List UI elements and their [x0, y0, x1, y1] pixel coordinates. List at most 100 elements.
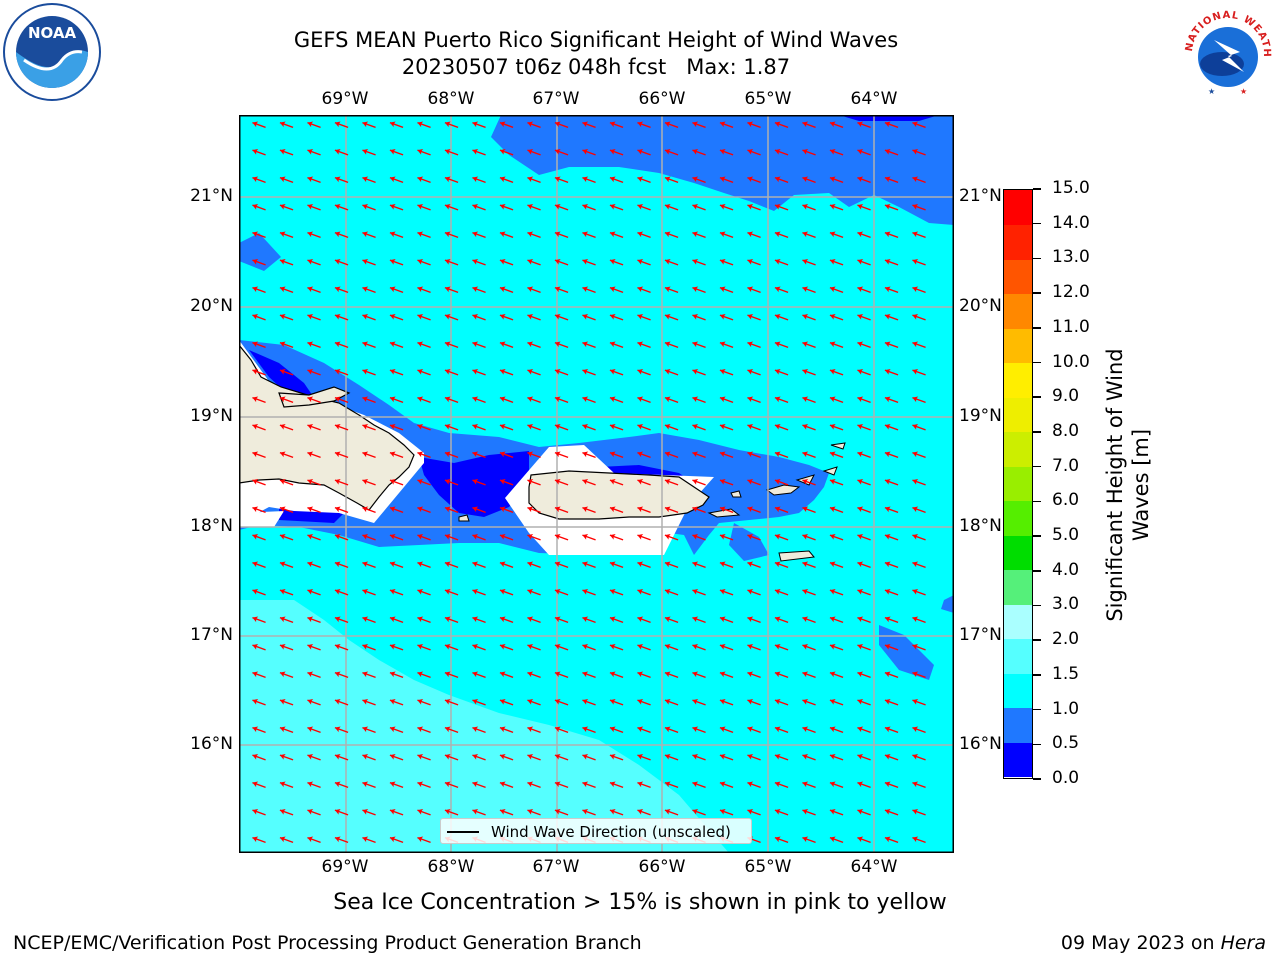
- colorbar-segment: [1004, 190, 1032, 226]
- wave-direction-arrow: [554, 396, 569, 404]
- wave-direction-arrow: [279, 148, 294, 156]
- land-islet: [830, 442, 846, 450]
- wave-direction-arrow: [692, 781, 706, 789]
- wave-direction-arrow: [912, 258, 926, 266]
- wave-direction-arrow: [719, 808, 734, 816]
- wave-direction-arrow: [444, 451, 459, 459]
- wave-direction-arrow: [609, 341, 624, 349]
- wave-direction-arrow: [664, 451, 679, 459]
- wave-direction-arrow: [692, 341, 706, 349]
- wave-direction-arrow: [362, 808, 376, 816]
- wave-direction-arrow: [389, 698, 404, 706]
- wave-direction-arrow: [884, 258, 899, 266]
- wave-direction-arrow: [499, 368, 514, 376]
- right-lat-label: 19°N: [959, 406, 1002, 426]
- wave-direction-arrow: [884, 698, 899, 706]
- wave-direction-arrow: [252, 423, 266, 431]
- wave-direction-arrow: [774, 231, 789, 239]
- wave-direction-arrow: [417, 451, 431, 459]
- wave-direction-arrow: [527, 478, 541, 486]
- wave-direction-arrow: [499, 726, 514, 734]
- wave-direction-arrow: [499, 478, 514, 486]
- wave-direction-arrow: [884, 121, 899, 129]
- wave-direction-arrow: [747, 258, 761, 266]
- wave-direction-arrow: [279, 643, 294, 651]
- wave-direction-arrow: [664, 258, 679, 266]
- wave-direction-arrow: [417, 781, 431, 789]
- wave-direction-arrow: [362, 726, 376, 734]
- wave-direction-arrow: [912, 808, 926, 816]
- wave-direction-arrow: [719, 588, 734, 596]
- wave-direction-arrow: [417, 836, 431, 844]
- wave-direction-arrow: [637, 341, 651, 349]
- colorbar-tick: [1033, 188, 1041, 190]
- wave-direction-arrow: [829, 286, 844, 294]
- wave-direction-arrow: [747, 781, 761, 789]
- footer-branch: NCEP/EMC/Verification Post Processing Pr…: [13, 932, 642, 954]
- wave-direction-arrow: [747, 286, 761, 294]
- wave-direction-arrow: [307, 341, 321, 349]
- wave-direction-arrow: [252, 341, 266, 349]
- wave-direction-arrow: [389, 396, 404, 404]
- wave-direction-arrow: [747, 726, 761, 734]
- wave-direction-arrow: [472, 176, 486, 184]
- noaa-logo-text: NOAA: [28, 24, 77, 42]
- wave-direction-arrow: [747, 341, 761, 349]
- wave-direction-arrow: [472, 726, 486, 734]
- wave-direction-arrow: [912, 781, 926, 789]
- wave-direction-arrow: [307, 836, 321, 844]
- wave-direction-arrow: [252, 203, 266, 211]
- wave-direction-arrow: [334, 616, 349, 624]
- wave-direction-arrow: [389, 176, 404, 184]
- wave-direction-arrow: [252, 698, 266, 706]
- colorbar-segment: [1004, 707, 1032, 743]
- wave-direction-arrow: [472, 478, 486, 486]
- left-lat-label: 21°N: [190, 186, 233, 206]
- wave-direction-arrow: [857, 781, 871, 789]
- wave-direction-arrow: [692, 671, 706, 679]
- wave-direction-arrow: [719, 753, 734, 761]
- wave-direction-arrow: [637, 396, 651, 404]
- wave-direction-arrow: [774, 451, 789, 459]
- wave-direction-arrow: [554, 616, 569, 624]
- wave-direction-arrow: [472, 203, 486, 211]
- wave-direction-arrow: [279, 808, 294, 816]
- wave-direction-arrow: [334, 753, 349, 761]
- wave-direction-arrow: [279, 451, 294, 459]
- wave-direction-arrow: [417, 753, 431, 761]
- legend-label: Wind Wave Direction (unscaled): [491, 823, 731, 841]
- wave-direction-arrow: [774, 836, 789, 844]
- wave-direction-arrow: [719, 203, 734, 211]
- wave-direction-arrow: [582, 231, 596, 239]
- wave-direction-arrow: [912, 698, 926, 706]
- colorbar-tick: [1033, 570, 1041, 572]
- wave-direction-arrow: [554, 286, 569, 294]
- wave-direction-arrow: [637, 616, 651, 624]
- wave-direction-arrow: [582, 588, 596, 596]
- wave-direction-arrow: [609, 781, 624, 789]
- wave-direction-arrow: [637, 203, 651, 211]
- wave-direction-arrow: [499, 148, 514, 156]
- wave-direction-arrow: [857, 671, 871, 679]
- wave-direction-arrow: [279, 423, 294, 431]
- wave-direction-arrow: [884, 643, 899, 651]
- wave-direction-arrow: [334, 121, 349, 129]
- wave-direction-arrow: [884, 506, 899, 514]
- wave-direction-arrow: [857, 396, 871, 404]
- bottom-lon-label: 68°W: [427, 857, 475, 877]
- wave-direction-arrow: [444, 368, 459, 376]
- wave-direction-arrow: [334, 176, 349, 184]
- wave-direction-arrow: [279, 258, 294, 266]
- wave-direction-arrow: [857, 616, 871, 624]
- wave-direction-arrow: [444, 231, 459, 239]
- wave-direction-arrow: [279, 616, 294, 624]
- chart-title: GEFS MEAN Puerto Rico Significant Height…: [293, 28, 899, 52]
- colorbar-segment: [1004, 466, 1032, 502]
- wave-direction-arrow: [719, 286, 734, 294]
- wave-direction-arrow: [829, 396, 844, 404]
- wave-direction-arrow: [362, 341, 376, 349]
- wave-direction-arrow: [362, 561, 376, 569]
- wave-direction-arrow: [884, 176, 899, 184]
- wave-direction-arrow: [334, 533, 349, 541]
- wave-direction-arrow: [774, 396, 789, 404]
